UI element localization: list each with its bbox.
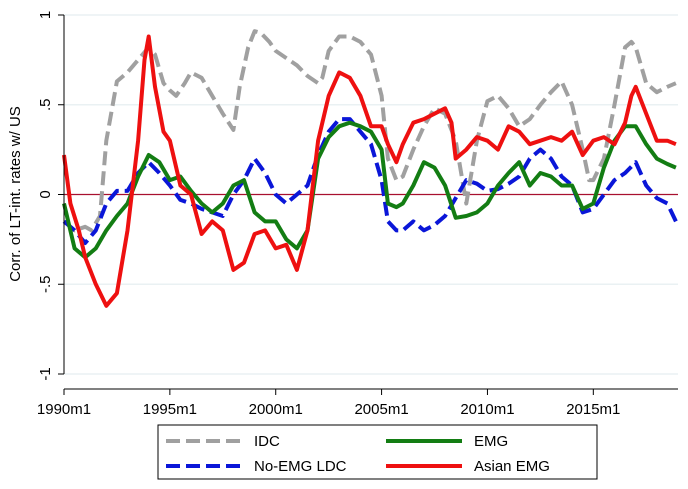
series-line-emg [62,120,677,260]
y-tick-label: -1 [37,367,54,380]
series-lines [62,29,678,308]
series-line-no-emg-ldc [62,117,678,245]
x-tick-label: 2010m1 [460,401,514,418]
legend-label-idc: IDC [254,433,280,450]
y-axis: 1 .5 0 -.5 -1 [37,11,65,381]
y-tick-label: 1 [37,11,54,19]
legend: IDC EMG No-EMG LDC Asian EMG [157,424,598,480]
legend-label-asian-emg: Asian EMG [474,458,550,475]
legend-label-emg: EMG [474,433,508,450]
legend-box [157,424,598,480]
gridlines [64,14,678,375]
series-line-asian-emg [62,34,677,308]
y-axis-title: Corr. of LT-int. rates w/ US [7,106,24,282]
x-tick-label: 2000m1 [249,401,303,418]
y-tick-label: .5 [37,98,54,111]
x-tick-label: 1995m1 [143,401,197,418]
x-axis: 1990m1 1995m1 2000m1 2005m1 2010m1 2015m1 [37,388,678,418]
x-tick-label: 1990m1 [37,401,91,418]
legend-label-no-emg-ldc: No-EMG LDC [254,458,347,475]
x-tick-label: 2005m1 [354,401,408,418]
series-line-idc [62,29,677,233]
y-tick-label: 0 [37,190,54,198]
x-tick-label: 2015m1 [566,401,620,418]
y-tick-label: -.5 [37,275,54,293]
